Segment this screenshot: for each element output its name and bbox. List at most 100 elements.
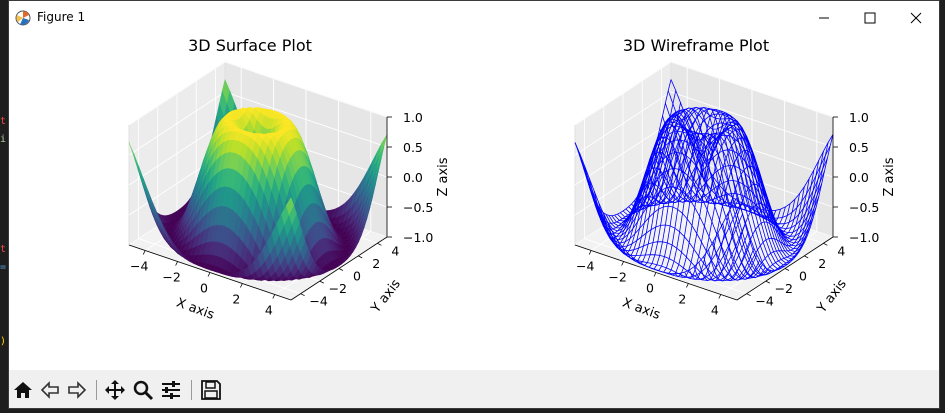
configure-subplots-icon [162,381,180,399]
grid-line [574,91,834,156]
z-tick-label: −1.0 [849,230,879,245]
x-tick-label: 0 [200,281,208,296]
y-tick-mark [823,242,828,246]
pan-button[interactable] [102,377,128,403]
editor-char: i [0,134,7,145]
configure-subplots-button[interactable] [158,377,184,403]
editor-char: t [0,116,7,127]
wire-line [736,134,834,272]
x-tick-mark [653,272,657,277]
y-tick-mark [804,255,809,259]
y-tick-label: 2 [372,256,380,271]
x-axis-label: X axis [620,295,662,323]
wire-line [656,140,820,237]
grid-line [128,61,388,126]
minimize-button[interactable] [801,1,847,35]
wire-line [670,116,767,276]
grid-line [574,121,834,186]
grid-line [622,213,786,269]
surface-mesh [128,78,388,282]
back-button[interactable] [37,377,63,403]
wire-line [727,151,824,279]
y-tick-mark [784,268,790,271]
editor-char: ) [0,336,7,347]
close-button[interactable] [893,1,939,35]
forward-button[interactable] [64,377,90,403]
back-arrow-icon [40,381,59,399]
title-bar[interactable]: Figure 1 [9,1,939,35]
home-button[interactable] [10,377,36,403]
z-tick-label: 1.0 [849,110,869,125]
wire-line [622,111,786,268]
x-tick-label: 4 [265,303,273,318]
wire-line [684,129,781,279]
wire-line [722,160,820,280]
y-tick-mark [746,293,751,297]
save-floppy-icon [201,380,221,400]
wire-line [670,79,834,212]
home-icon [14,382,32,398]
y-tick-label: −2 [329,281,347,296]
maximize-icon [864,12,876,24]
x-tick-mark [207,272,211,277]
plot-title: 3D Wireframe Plot [623,36,769,55]
x-tick-label: −2 [162,270,180,285]
x-tick-label: −2 [608,270,626,285]
x-tick-mark [175,261,178,266]
wire-line [717,169,815,281]
z-tick-label: 0.5 [849,140,869,155]
save-button[interactable] [198,377,224,403]
wireframe-mesh [574,79,834,282]
x-tick-label: 0 [646,281,654,296]
y-tick-label: 4 [837,243,845,258]
navigation-toolbar [9,370,939,408]
plot-title: 3D Surface Plot [188,36,312,55]
wire-line [659,128,823,234]
maximize-button[interactable] [847,1,893,35]
editor-background-strip: t i t = ) [0,0,8,413]
editor-char: t [0,244,7,255]
wire-line [650,149,814,244]
close-icon [910,12,922,24]
y-tick-label: −4 [755,294,773,309]
wire-line [667,90,831,219]
y-tick-mark [319,280,324,284]
y-tick-mark [300,293,305,297]
wire-line [662,115,825,230]
x-tick-label: 2 [232,292,240,307]
wire-line [665,114,762,275]
forward-arrow-icon [68,381,87,399]
x-tick-label: −4 [130,259,148,274]
y-tick-mark [358,255,363,259]
zoom-button[interactable] [130,377,156,403]
y-tick-label: 2 [818,256,826,271]
wire-line [689,137,786,280]
toolbar-separator [96,380,97,400]
z-tick-label: −0.5 [849,200,879,215]
x-tick-mark [240,283,243,288]
z-axis-label: Z axis [882,157,897,196]
wire-line [712,178,810,282]
x-axis-label: X axis [174,295,216,323]
surface-face [285,197,295,216]
figure-canvas[interactable]: −4 −2 0 2 4 −4 −2 0 2 4 −1.0 −0.5 0.0 0.5 1.0 X axis Y a… [9,35,939,370]
z-tick-label: −1.0 [403,230,433,245]
z-tick-label: 0.0 [403,170,423,185]
wire-line [636,107,800,257]
wire-line [679,123,777,278]
x-tick-mark [142,250,146,255]
y-tick-mark [765,280,770,284]
y-axis-label: Y axis [368,277,404,317]
x-tick-mark [621,261,624,266]
z-axis-label: Z axis [436,157,451,196]
y-tick-mark [338,268,344,271]
x-tick-mark [588,250,592,255]
minimize-icon [819,17,829,19]
editor-char: = [0,262,7,273]
z-tick-label: −0.5 [403,200,433,215]
figure-window: Figure 1 −4 −2 0 2 4 −4 −2 0 2 4 −1.0 −0.5 0.0 0.5 1.0… [8,0,940,409]
wire-line [633,106,797,260]
wire-line [653,152,817,241]
wire-line [648,134,811,247]
x-tick-label: 4 [711,303,719,318]
